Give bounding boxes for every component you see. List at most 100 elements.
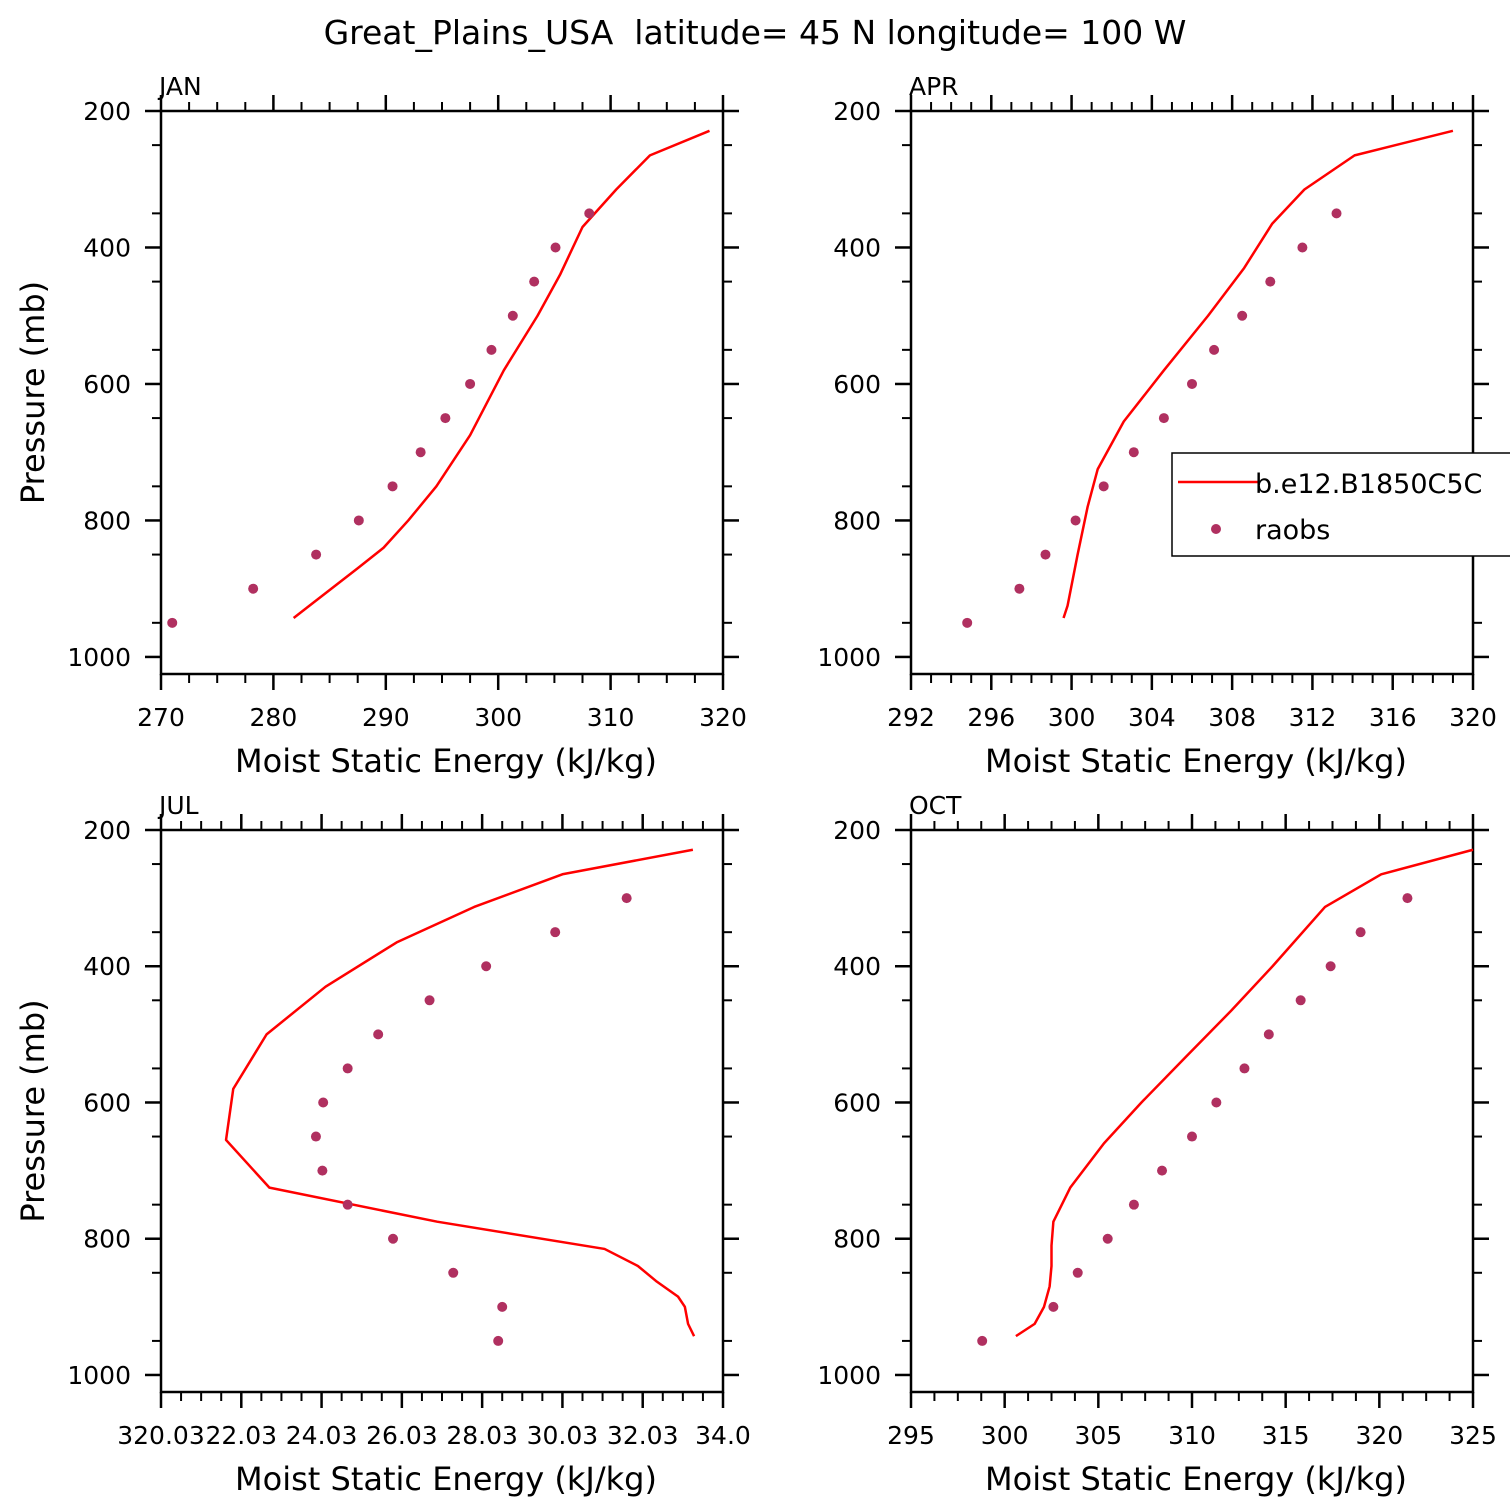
raobs-point [1331,208,1342,219]
raobs-point [1325,961,1336,972]
model-profile-line [292,129,710,620]
y-tick-label: 200 [83,97,131,126]
raobs-point [1128,1199,1139,1210]
x-tick-label: 290 [362,703,410,732]
raobs-point [248,583,259,594]
x-tick-label: 300 [981,1421,1029,1450]
x-tick-label: 320 [1449,703,1497,732]
x-tick-label: 320 [1355,1421,1403,1450]
figure-title: Great_Plains_USA latitude= 45 N longitud… [324,13,1187,52]
y-tick-label: 1000 [67,1361,131,1390]
raobs-point [311,549,322,560]
y-tick-label: 600 [833,1088,881,1117]
y-tick-label: 400 [833,233,881,262]
raobs-point [317,1165,328,1176]
raobs-point [977,1335,988,1346]
x-tick-label: 315 [1262,1421,1310,1450]
raobs-point [1239,1063,1250,1074]
raobs-point [1070,515,1081,526]
x-tick-label: 300 [474,703,522,732]
x-axis-label: Moist Static Energy (kJ/kg) [985,742,1407,780]
raobs-point [387,481,398,492]
raobs-point [353,515,364,526]
raobs-point [448,1267,459,1278]
y-axis-label: Pressure (mb) [14,281,52,504]
raobs-point [1297,242,1308,253]
y-tick-label: 800 [833,1225,881,1254]
raobs-point [1237,310,1248,321]
y-tick-label: 600 [83,1088,131,1117]
plot-frame [909,828,1475,1394]
x-axis-label: Moist Static Energy (kJ/kg) [235,1460,657,1498]
y-axis-label: Pressure (mb) [14,999,52,1222]
raobs-point [497,1301,508,1312]
x-tick-label: 320.03 [117,1421,204,1450]
x-tick-label: 34.0 [695,1421,751,1450]
raobs-point [342,1063,353,1074]
legend-dot-marker [1211,524,1221,534]
raobs-point [493,1335,504,1346]
x-tick-label: 292 [887,703,935,732]
legend-obs-label: raobs [1255,515,1330,546]
raobs-point [1187,1131,1197,1142]
x-tick-label: 310 [587,703,635,732]
raobs-point [1098,481,1109,492]
raobs-point [1102,1233,1113,1244]
raobs-point [1263,1029,1274,1040]
raobs-point [1128,447,1139,458]
panel-label: JUL [157,791,199,820]
x-tick-label: 295 [887,1421,935,1450]
x-axis-label: Moist Static Energy (kJ/kg) [235,742,657,780]
y-tick-label: 800 [833,506,881,535]
panel-jul: JUL 320.03 22.03 24.03 26.03 28.03 30.03 32.03 3… [14,791,751,1498]
raobs-point [1187,378,1197,389]
y-tick-label: 200 [833,816,881,845]
raobs-point [415,447,426,458]
raobs-point [481,961,492,972]
x-tick-label: 24.03 [286,1421,358,1450]
panel-oct: OCT 295 300 305 310 315 320 325 200 400 600 800 1000… [817,791,1496,1498]
x-tick-label: 28.03 [446,1421,518,1450]
panel-jan: JAN 270 280 290 300 310 320 200 400 600 800 1000 Moi… [14,72,747,780]
raobs-point [621,893,632,904]
raobs-point [310,1131,321,1142]
panel-label: APR [909,72,959,101]
raobs-point [1402,893,1413,904]
raobs-point [962,617,973,628]
raobs-point [507,310,518,321]
y-tick-label: 1000 [817,1361,881,1390]
x-tick-label: 320 [699,703,747,732]
raobs-point [584,208,595,219]
raobs-point [440,413,451,424]
x-axis-label: Moist Static Energy (kJ/kg) [985,1460,1407,1498]
y-tick-label: 1000 [817,643,881,672]
x-tick-label: 325 [1449,1421,1497,1450]
plot-frame [159,828,725,1394]
model-profile-line [224,848,696,1337]
x-tick-label: 26.03 [366,1421,438,1450]
raobs-point [1072,1267,1083,1278]
raobs-point [1355,927,1366,938]
y-tick-label: 400 [83,952,131,981]
model-profile-line [1015,848,1474,1338]
raobs-point [1157,1165,1168,1176]
y-tick-label: 400 [83,233,131,262]
raobs-point [550,927,561,938]
raobs-point [1209,344,1220,355]
x-tick-label: 270 [137,703,185,732]
x-tick-label: 305 [1074,1421,1122,1450]
raobs-point [342,1199,353,1210]
x-tick-label: 22.03 [205,1421,277,1450]
panel-label: OCT [909,791,962,820]
y-tick-label: 800 [83,506,131,535]
y-tick-label: 800 [83,1225,131,1254]
x-tick-label: 304 [1128,703,1176,732]
y-tick-label: 400 [833,952,881,981]
plot-frame [159,109,725,676]
raobs-point [550,242,561,253]
x-tick-label: 310 [1168,1421,1216,1450]
legend: b.e12.B1850C5C raobs [1171,452,1510,557]
plot-frame [909,109,1475,676]
x-tick-label: 32.03 [607,1421,679,1450]
y-tick-label: 200 [83,816,131,845]
